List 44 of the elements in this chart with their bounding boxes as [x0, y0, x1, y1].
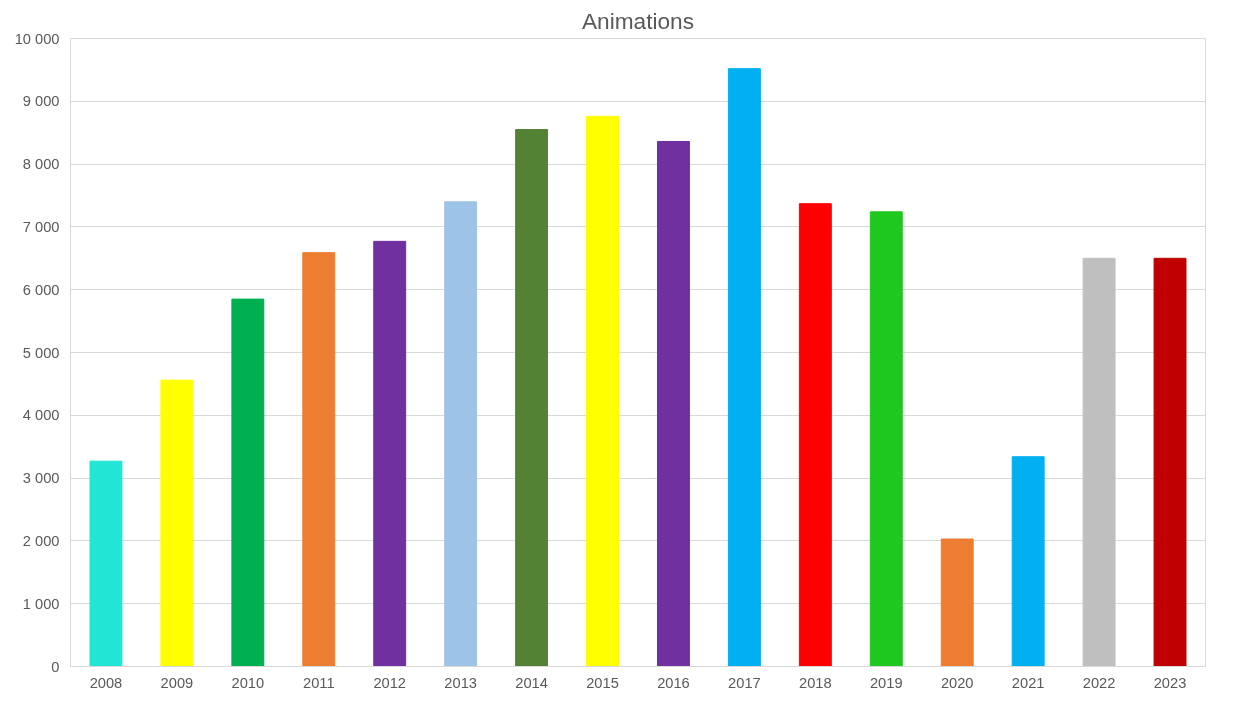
- x-tick-label: 2019: [869, 674, 903, 691]
- y-tick-label: 8 000: [22, 156, 60, 173]
- y-tick-label: 4 000: [22, 407, 60, 424]
- x-tick-label: 2015: [586, 674, 619, 691]
- bar: [1082, 257, 1116, 667]
- x-tick-label: 2016: [657, 674, 690, 691]
- x-tick-label: 2020: [940, 674, 974, 691]
- x-tick-label: 2010: [231, 674, 265, 691]
- bar: [869, 211, 903, 667]
- x-tick-label: 2021: [1011, 674, 1045, 691]
- x-tick-label: 2017: [728, 674, 761, 691]
- bar: [940, 538, 974, 667]
- x-tick-label: 2013: [444, 674, 477, 691]
- chart-title: Animations: [581, 7, 695, 34]
- x-tick-label: 2012: [373, 674, 407, 691]
- x-tick-label: 2014: [515, 674, 548, 691]
- bar: [515, 129, 549, 667]
- bar: [1011, 456, 1045, 667]
- x-tick-label: 2023: [1153, 674, 1187, 691]
- bar: [444, 201, 478, 667]
- y-tick-label: 0: [51, 658, 60, 675]
- y-tick-label: 9 000: [22, 93, 60, 110]
- x-tick-label: 2009: [160, 674, 194, 691]
- x-tick-label: 2022: [1082, 674, 1116, 691]
- bar: [160, 379, 194, 667]
- bar: [302, 252, 336, 667]
- y-tick-label: 6 000: [22, 281, 60, 298]
- x-tick-label: 2008: [89, 674, 123, 691]
- bar: [798, 203, 832, 667]
- bar: [727, 68, 761, 667]
- bar: [89, 460, 123, 667]
- y-tick-label: 7 000: [22, 218, 60, 235]
- x-tick-label: 2011: [303, 674, 335, 691]
- x-tick-label: 2018: [799, 674, 832, 691]
- bar: [586, 115, 619, 667]
- bar: [657, 140, 690, 667]
- y-tick-label: 5 000: [22, 344, 60, 361]
- bar: [1153, 257, 1187, 667]
- y-tick-label: 3 000: [22, 470, 60, 487]
- y-tick-label: 1 000: [22, 595, 60, 612]
- bar: [373, 240, 407, 667]
- y-tick-label: 2 000: [22, 532, 60, 549]
- bar: [231, 298, 265, 667]
- y-tick-label: 10 000: [14, 30, 60, 47]
